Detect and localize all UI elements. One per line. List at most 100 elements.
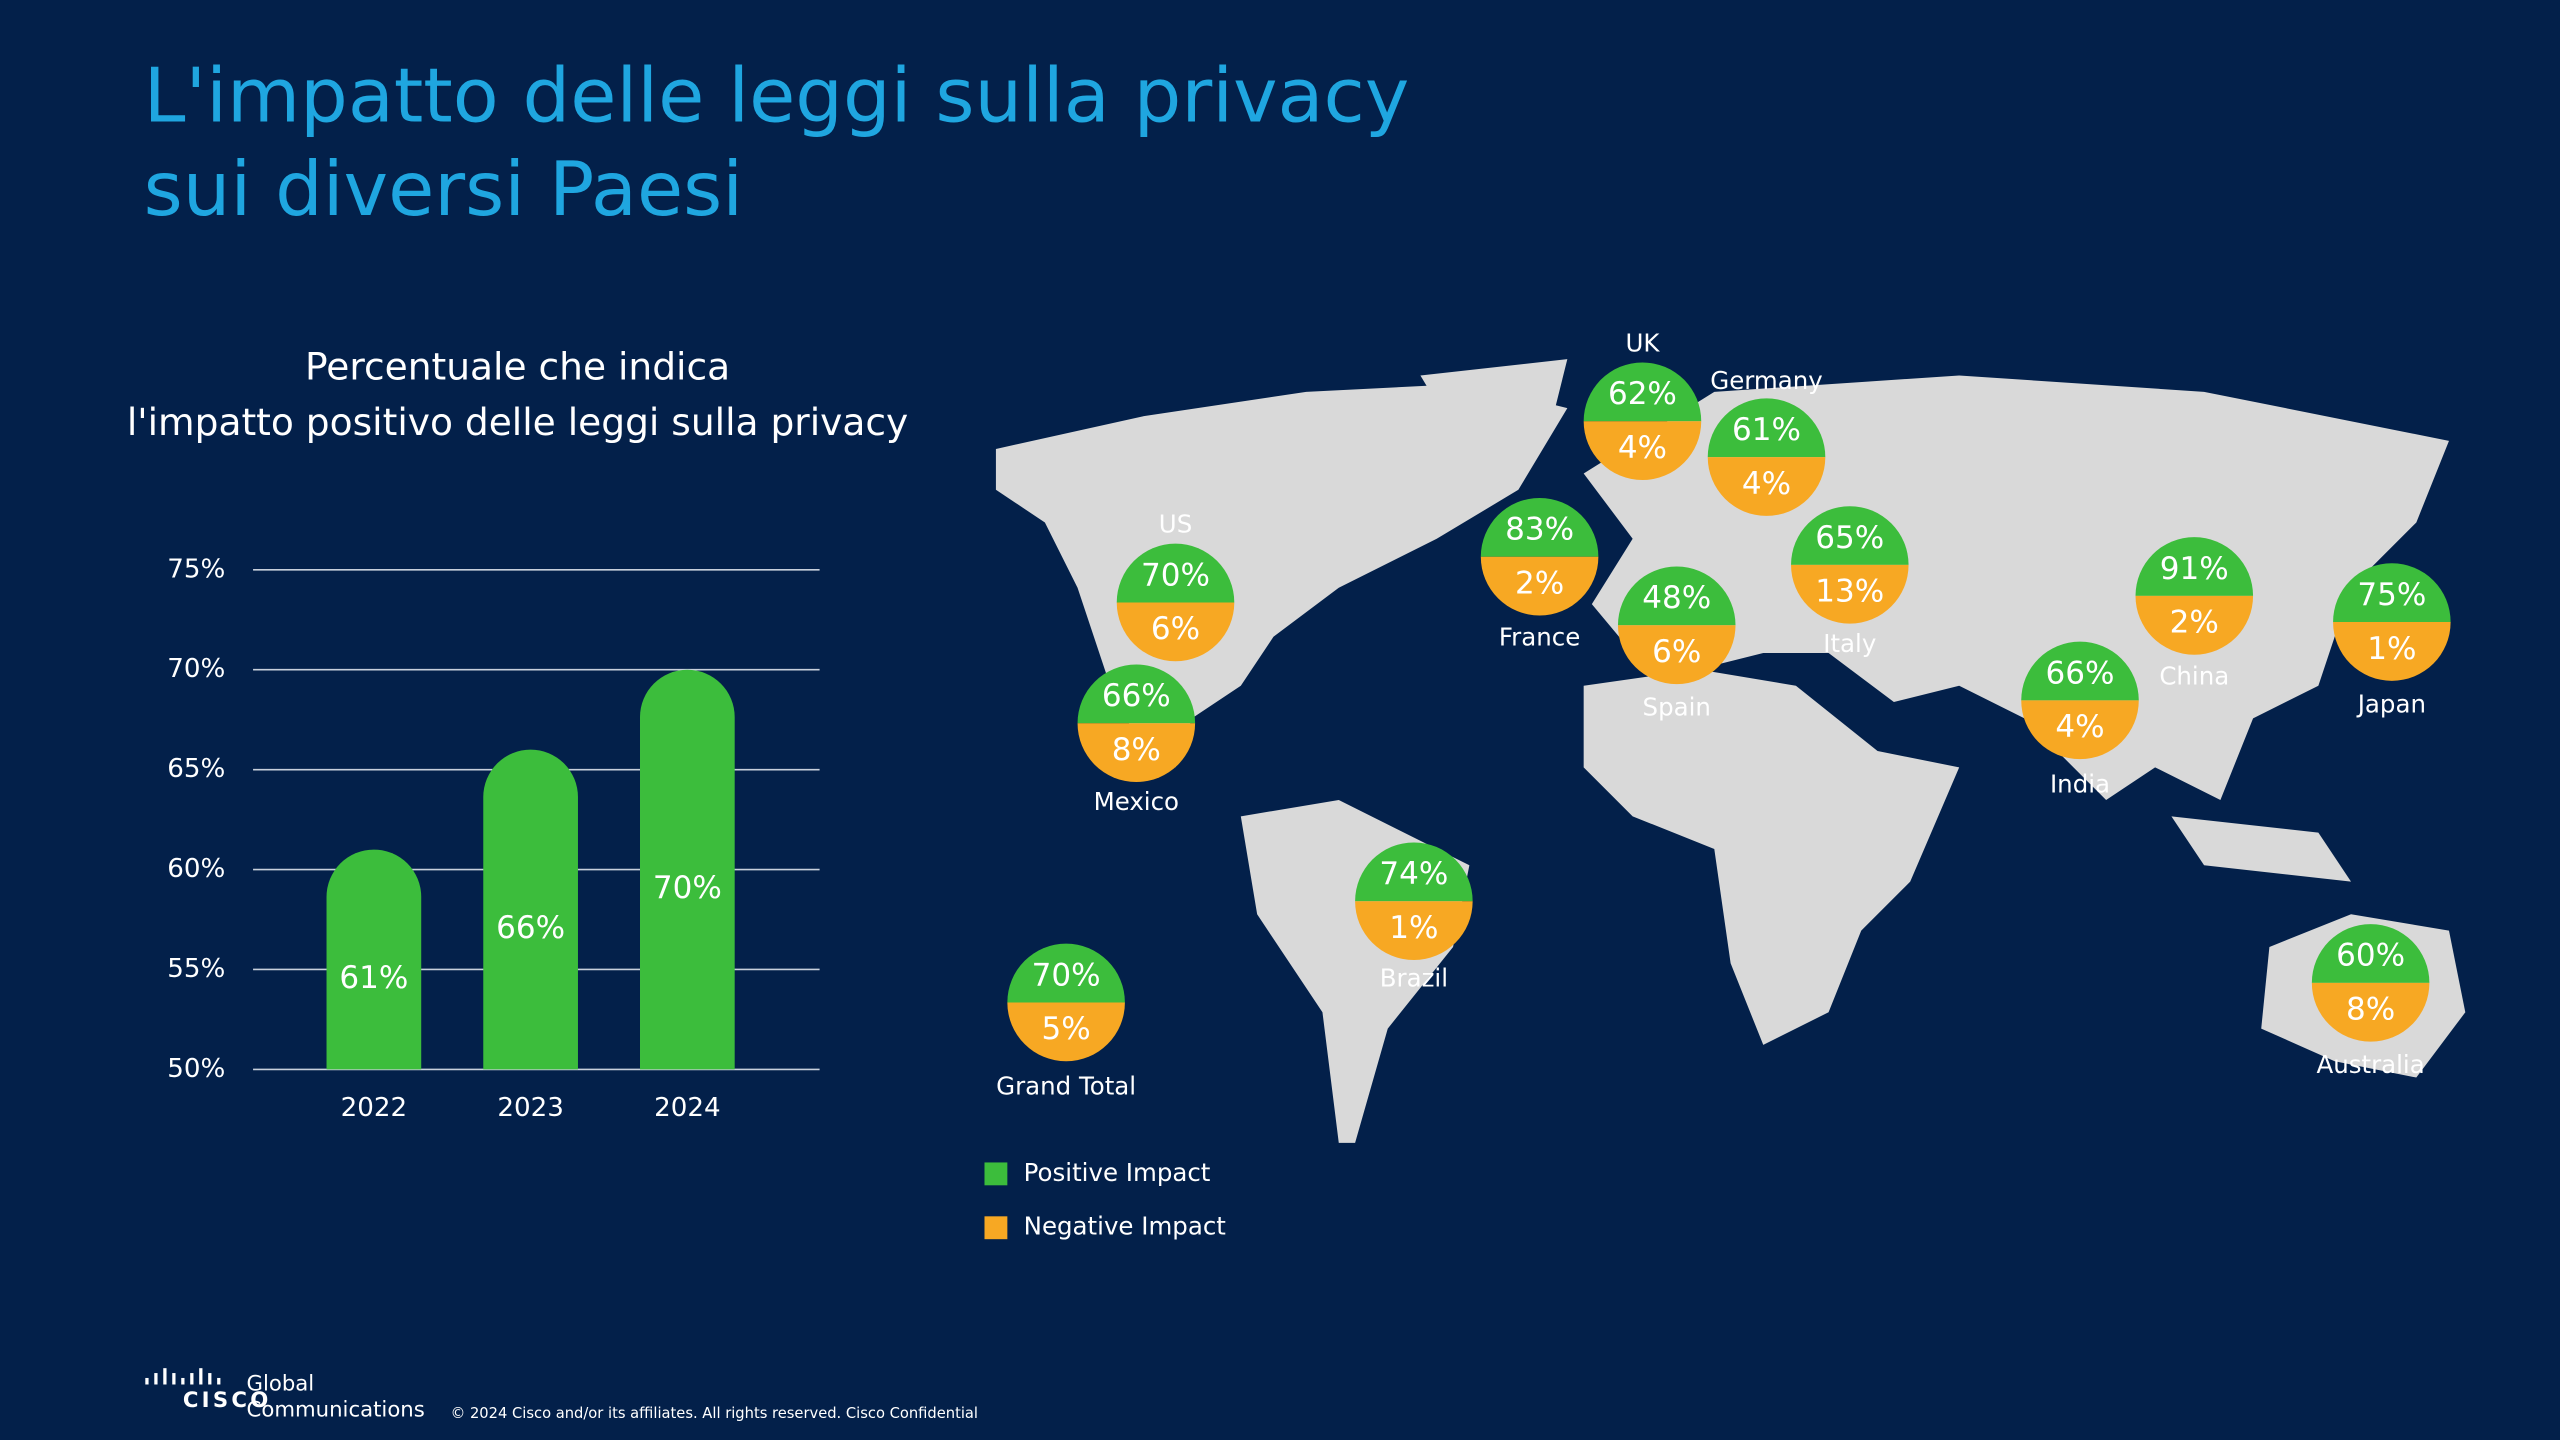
y-tick-label: 60% [167,854,225,884]
negative-label: 4% [1742,466,1791,502]
region-name: Brazil [1380,964,1448,993]
negative-label: 2% [1515,565,1564,601]
region-name: India [2050,769,2110,798]
y-tick-label: 70% [167,654,225,684]
logo-bar [154,1373,158,1385]
legend-label: Negative Impact [1024,1212,1227,1241]
negative-half [2135,595,2254,655]
value-label: 66% [496,910,565,946]
negative-half [2021,700,2139,760]
negative-half [1617,625,1736,685]
positive-label: 66% [2046,655,2115,691]
negative-half [2311,982,2430,1042]
positive-half [1480,497,1599,557]
logo-bar [145,1377,149,1385]
region-name: UK [1625,328,1660,357]
positive-label: 75% [2357,577,2426,613]
x-tick-label: 2022 [341,1093,407,1123]
negative-label: 13% [1815,574,1884,610]
region-name: Germany [1710,366,1822,395]
negative-half [1480,556,1599,616]
logo-bar [181,1377,185,1385]
positive-half [2333,563,2451,623]
slide-title: L'impatto delle leggi sulla privacy [144,52,1410,140]
negative-label: 1% [2367,631,2416,667]
positive-half [1077,664,1196,724]
logo-bar [172,1373,176,1385]
positive-label: 48% [1642,580,1711,616]
region-name: China [2159,662,2229,691]
negative-label: 5% [1042,1011,1091,1047]
legend-label: Positive Impact [1024,1158,1211,1187]
region-name: France [1499,622,1580,651]
negative-half [1707,457,1826,516]
y-tick-label: 50% [167,1054,225,1084]
chart-title: l'impatto positivo delle leggi sulla pri… [127,400,908,444]
positive-label: 62% [1608,376,1677,412]
logo-bar [190,1373,194,1385]
logo: CISCO [183,1388,272,1413]
slide-title: sui diversi Paesi [144,145,743,233]
bar [640,669,735,1070]
positive-half [2021,641,2139,701]
positive-label: 91% [2160,551,2229,587]
negative-label: 8% [1112,732,1161,768]
logo-bar [163,1368,167,1385]
footer-unit: Communications [247,1398,425,1423]
logo-bar [217,1377,221,1385]
positive-half [1617,566,1736,626]
region-name: Japan [2356,689,2426,718]
y-tick-label: 75% [167,554,225,584]
positive-half [1583,362,1702,422]
region-name: Mexico [1094,787,1179,816]
legend-swatch [984,1216,1008,1240]
negative-half [1791,564,1909,624]
logo-bar [199,1368,203,1385]
region-name: Grand Total [996,1071,1136,1100]
footer-unit: Global [247,1371,315,1396]
positive-label: 70% [1141,557,1210,593]
positive-half [1707,398,1826,458]
legend-swatch [984,1162,1008,1186]
positive-label: 60% [2336,938,2405,974]
chart-title: Percentuale che indica [305,344,730,388]
positive-label: 70% [1032,957,1101,993]
negative-label: 2% [2170,605,2219,641]
positive-label: 61% [1732,412,1801,448]
copyright: © 2024 Cisco and/or its affiliates. All … [451,1405,978,1422]
bar [326,849,422,1070]
positive-half [2135,537,2254,596]
negative-half [1583,421,1702,480]
negative-label: 4% [2055,709,2104,745]
positive-label: 65% [1815,520,1884,556]
negative-label: 4% [1618,430,1667,466]
negative-label: 8% [2346,992,2395,1028]
positive-half [1116,543,1235,603]
x-tick-label: 2024 [654,1093,720,1123]
positive-label: 66% [1102,678,1171,714]
negative-half [1077,723,1196,783]
region-name: Spain [1643,693,1711,722]
region-name: Australia [2316,1050,2424,1079]
logo-bar [208,1373,212,1385]
region-name: Italy [1823,629,1876,658]
y-tick-label: 65% [167,754,225,784]
y-tick-label: 55% [167,954,225,984]
positive-half [1007,943,1125,1003]
positive-label: 83% [1505,512,1574,548]
value-label: 70% [653,870,722,906]
negative-half [2333,622,2451,681]
negative-half [1116,602,1235,662]
negative-label: 1% [1389,910,1438,946]
negative-label: 6% [1151,611,1200,647]
positive-half [2311,924,2430,983]
negative-half [1355,901,1473,960]
positive-half [1791,506,1909,565]
region-name: US [1159,510,1192,539]
positive-label: 74% [1379,856,1448,892]
value-label: 61% [339,960,408,996]
positive-half [1355,842,1473,902]
negative-label: 6% [1652,634,1701,670]
negative-half [1007,1002,1125,1062]
